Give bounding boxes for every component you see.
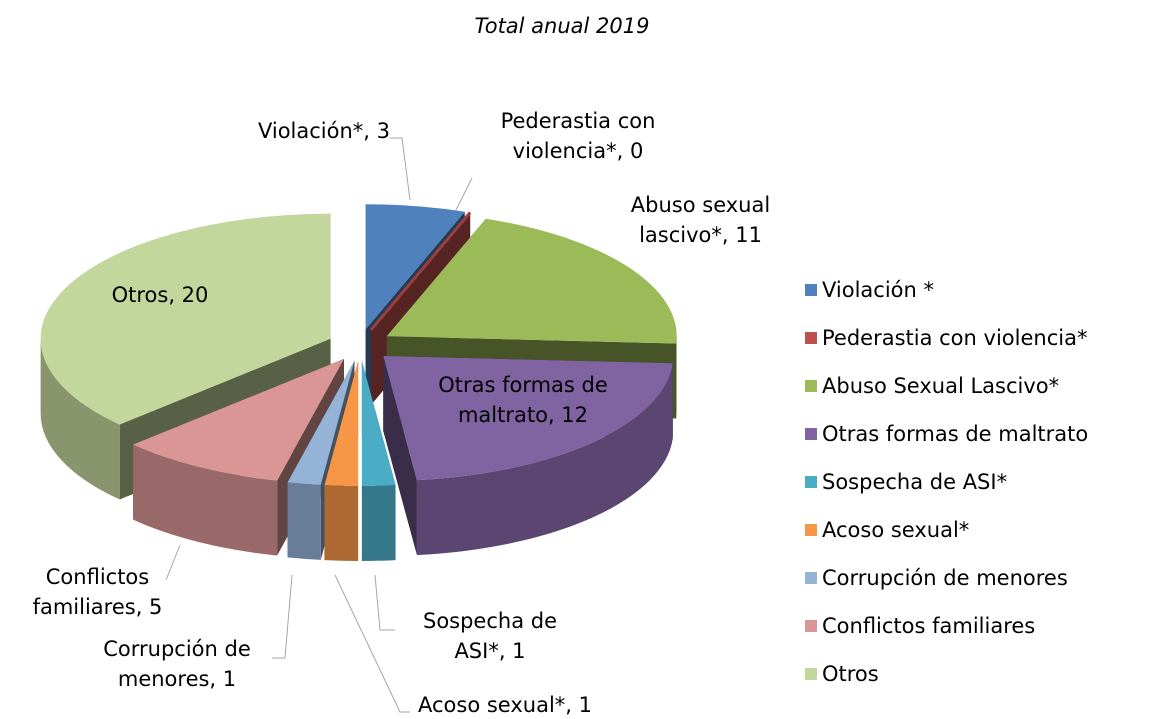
- legend-item: Otras formas de maltrato: [805, 422, 1088, 446]
- leader-line: [334, 574, 410, 713]
- data-label: Pederastia con violencia*, 0: [500, 109, 656, 163]
- pie: [40, 204, 677, 561]
- slice: [369, 211, 472, 331]
- data-label: Otras formas de maltrato, 12: [438, 373, 608, 427]
- legend-item: Violación *: [805, 278, 934, 302]
- slice-side: [361, 485, 396, 561]
- slice-side: [133, 444, 278, 556]
- legend-swatch: [805, 476, 817, 488]
- legend-item: Sospecha de ASI*: [805, 470, 1007, 494]
- slice-side: [40, 338, 120, 500]
- leader-line: [374, 574, 395, 631]
- slice-side: [416, 363, 673, 556]
- slice: [287, 360, 355, 485]
- data-label: Corrupción de menores, 1: [103, 637, 251, 691]
- legend-swatch: [805, 332, 817, 344]
- data-label: Violación*, 3: [257, 119, 390, 143]
- slice: [386, 218, 677, 344]
- legend-label: Otras formas de maltrato: [822, 422, 1089, 446]
- slice-side: [324, 485, 359, 561]
- legend-item: Conflictos familiares: [805, 614, 1035, 638]
- legend-label: Pederastia con violencia*: [822, 326, 1088, 350]
- legend-label: Sospecha de ASI*: [822, 470, 1008, 494]
- legend-label: Acoso sexual*: [822, 518, 970, 542]
- legend-swatch: [805, 428, 817, 440]
- leader-line: [272, 574, 293, 659]
- legend-label: Abuso Sexual Lascivo*: [822, 374, 1060, 398]
- chart-title: Total anual 2019: [474, 14, 650, 38]
- legend-swatch: [805, 284, 817, 296]
- legend-label: Corrupción de menores: [822, 566, 1068, 590]
- legend-label: Conflictos familiares: [822, 614, 1036, 638]
- legend-label: Violación *: [822, 278, 935, 302]
- slice: [365, 204, 465, 330]
- leader-lines: [165, 137, 473, 713]
- legend-item: Otros: [805, 662, 879, 686]
- data-label: Conflictos familiares, 5: [32, 565, 163, 619]
- slice: [133, 358, 344, 481]
- legend-swatch: [805, 380, 817, 392]
- legend-swatch: [805, 668, 817, 680]
- leader-line: [390, 137, 411, 201]
- slice: [361, 360, 396, 486]
- data-label: Otros, 20: [111, 283, 209, 307]
- legend-item: Abuso Sexual Lascivo*: [805, 374, 1059, 398]
- legend-swatch: [805, 524, 817, 536]
- data-label: Acoso sexual*, 1: [418, 693, 592, 717]
- slice: [383, 355, 673, 481]
- data-label: Abuso sexual lascivo*, 11: [630, 193, 771, 247]
- slice: [40, 213, 331, 425]
- legend-item: Acoso sexual*: [805, 518, 969, 542]
- slice: [324, 360, 359, 486]
- legend-item: Pederastia con violencia*: [805, 326, 1087, 350]
- legend-swatch: [805, 620, 817, 632]
- legend-label: Otros: [822, 662, 879, 686]
- legend-swatch: [805, 572, 817, 584]
- slice-side: [383, 355, 417, 556]
- leader-line: [165, 544, 181, 581]
- slice-side: [287, 482, 321, 560]
- data-label: Sospecha de ASI*, 1: [422, 609, 558, 663]
- legend-item: Corrupción de menores: [805, 566, 1068, 590]
